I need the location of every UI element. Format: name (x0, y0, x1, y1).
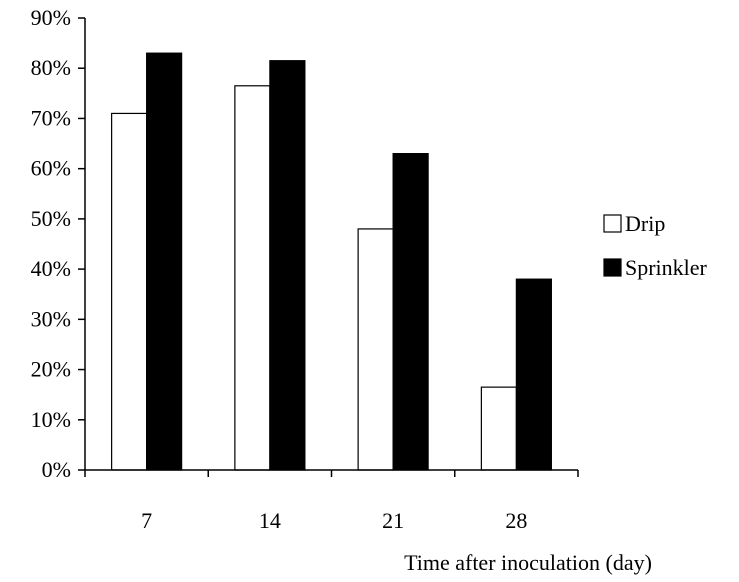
legend-swatch-drip (603, 214, 622, 233)
bars-group (111, 52, 552, 471)
legend-label-sprinkler: Sprinkler (625, 255, 708, 280)
y-tick-label: 70% (31, 105, 71, 130)
legend-swatch-sprinkler (603, 258, 622, 277)
bar-sprinkler-21 (392, 153, 429, 471)
x-axis-title: Time after inoculation (day) (404, 550, 652, 575)
bar-drip-21 (357, 228, 394, 471)
legend-label-drip: Drip (625, 211, 665, 236)
legend-item-sprinkler: Sprinkler (603, 255, 708, 280)
x-ticks-group: 7 14 21 28 (84, 470, 579, 533)
y-tick-label: 40% (31, 256, 71, 281)
y-tick-label: 90% (31, 5, 71, 30)
x-tick-label: 14 (259, 508, 281, 533)
bar-drip-7 (111, 112, 148, 471)
legend-item-drip: Drip (603, 211, 665, 236)
y-tick-label: 80% (31, 55, 71, 80)
bar-sprinkler-7 (146, 52, 183, 471)
y-ticks-group: 0% 10% 20% 30% 40% 50% 60% 70% 80% 90% (31, 5, 85, 482)
legend: Drip Sprinkler (603, 211, 708, 280)
bar-drip-14 (234, 85, 271, 471)
bar-sprinkler-14 (269, 60, 306, 471)
y-tick-label: 60% (31, 156, 71, 181)
y-tick-label: 10% (31, 407, 71, 432)
y-tick-label: 30% (31, 306, 71, 331)
y-tick-label: 0% (42, 457, 71, 482)
x-tick-label: 21 (382, 508, 404, 533)
x-tick-label: 28 (505, 508, 527, 533)
x-tick-label: 7 (141, 508, 152, 533)
y-tick-label: 20% (31, 357, 71, 382)
bar-drip-28 (480, 386, 517, 471)
y-tick-label: 50% (31, 206, 71, 231)
bar-sprinkler-28 (515, 278, 552, 471)
